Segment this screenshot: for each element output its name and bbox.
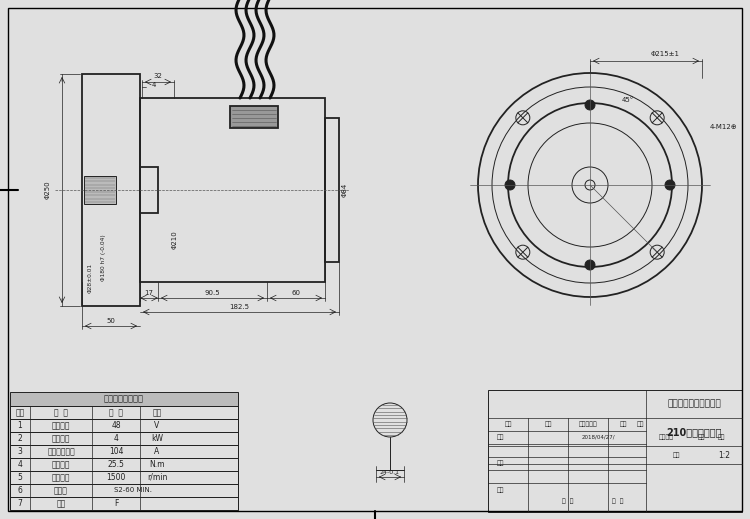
Text: 参  数: 参 数 <box>109 408 123 417</box>
Text: 4: 4 <box>152 82 156 88</box>
Bar <box>325 118 339 262</box>
Text: 90.5: 90.5 <box>205 290 220 296</box>
Text: Φ28±0.01: Φ28±0.01 <box>88 263 92 293</box>
Text: N.m: N.m <box>149 460 165 469</box>
Text: r/min: r/min <box>147 473 167 482</box>
Bar <box>140 98 325 282</box>
Circle shape <box>665 180 675 190</box>
Text: S2-60 MIN.: S2-60 MIN. <box>114 487 152 494</box>
Bar <box>140 167 158 213</box>
Text: 日期: 日期 <box>636 421 644 427</box>
Text: 额定电压: 额定电压 <box>52 421 70 430</box>
Text: 3: 3 <box>17 447 22 456</box>
Text: Φ180 h7 (-0.04): Φ180 h7 (-0.04) <box>101 235 106 281</box>
Text: 1500: 1500 <box>106 473 126 482</box>
Circle shape <box>505 180 515 190</box>
Text: 210横向磁场电机: 210横向磁场电机 <box>666 427 722 437</box>
Bar <box>10 497 238 510</box>
Text: 签名: 签名 <box>620 421 627 427</box>
Text: 额定转矩: 额定转矩 <box>52 460 70 469</box>
Text: 比例: 比例 <box>717 434 724 440</box>
Text: 共  页: 共 页 <box>562 498 574 504</box>
Text: 25.5: 25.5 <box>107 460 124 469</box>
Text: 24-0.1: 24-0.1 <box>380 470 400 474</box>
Bar <box>84 176 116 204</box>
Text: 工作制: 工作制 <box>54 486 68 495</box>
Text: 32: 32 <box>154 73 163 79</box>
Text: 7: 7 <box>17 499 22 508</box>
Text: 单位: 单位 <box>152 408 162 417</box>
Text: 设计: 设计 <box>496 434 504 440</box>
Text: 审核: 审核 <box>496 460 504 466</box>
Text: 绝缘: 绝缘 <box>56 499 66 508</box>
Text: 额定电枢电流: 额定电枢电流 <box>47 447 75 456</box>
Bar <box>230 106 278 128</box>
Text: 45°: 45° <box>622 97 634 103</box>
Text: 标记: 标记 <box>504 421 512 427</box>
Text: Φ250: Φ250 <box>45 181 51 199</box>
Bar <box>10 484 238 497</box>
Text: 处数: 处数 <box>544 421 552 427</box>
Text: Φ210: Φ210 <box>172 230 178 249</box>
Text: 2: 2 <box>18 434 22 443</box>
Circle shape <box>585 260 595 270</box>
Text: 额定转速: 额定转速 <box>52 473 70 482</box>
Text: 额定功率: 额定功率 <box>52 434 70 443</box>
Text: V: V <box>154 421 160 430</box>
Bar <box>10 445 238 458</box>
Text: Φ84: Φ84 <box>342 183 348 197</box>
Text: kW: kW <box>151 434 163 443</box>
Text: 第  页: 第 页 <box>612 498 624 504</box>
Text: 104: 104 <box>109 447 123 456</box>
Bar <box>488 390 742 512</box>
Text: 更改文件号: 更改文件号 <box>579 421 597 427</box>
Text: 4-M12⊕: 4-M12⊕ <box>710 124 738 130</box>
Circle shape <box>585 100 595 110</box>
Text: 济南科亚电子有限公司: 济南科亚电子有限公司 <box>668 400 721 408</box>
Text: 1: 1 <box>18 421 22 430</box>
Text: F: F <box>114 499 118 508</box>
Text: 质量: 质量 <box>698 434 705 440</box>
Text: 4: 4 <box>113 434 118 443</box>
Bar <box>10 458 238 471</box>
Text: 182.5: 182.5 <box>230 304 250 310</box>
Bar <box>10 471 238 484</box>
Text: 2018/04/27/: 2018/04/27/ <box>581 434 615 440</box>
Text: 项  目: 项 目 <box>54 408 68 417</box>
Bar <box>10 406 238 419</box>
Text: 工艺: 工艺 <box>496 487 504 493</box>
Bar <box>82 74 140 306</box>
Text: 标准标记: 标准标记 <box>658 434 674 440</box>
Bar <box>10 419 238 432</box>
Text: 序号: 序号 <box>15 408 25 417</box>
Text: 60: 60 <box>292 290 301 296</box>
Text: 6: 6 <box>17 486 22 495</box>
Text: 5: 5 <box>17 473 22 482</box>
Text: 17: 17 <box>145 290 154 296</box>
Bar <box>10 392 238 406</box>
Text: 4: 4 <box>17 460 22 469</box>
Text: 50: 50 <box>106 318 116 324</box>
Bar <box>10 432 238 445</box>
Text: Φ215±1: Φ215±1 <box>650 51 680 57</box>
Text: 比例: 比例 <box>672 452 680 458</box>
Text: A: A <box>154 447 160 456</box>
Text: 额定负载测试规范: 额定负载测试规范 <box>104 394 144 403</box>
Text: 48: 48 <box>111 421 121 430</box>
Text: 1:2: 1:2 <box>718 450 730 459</box>
